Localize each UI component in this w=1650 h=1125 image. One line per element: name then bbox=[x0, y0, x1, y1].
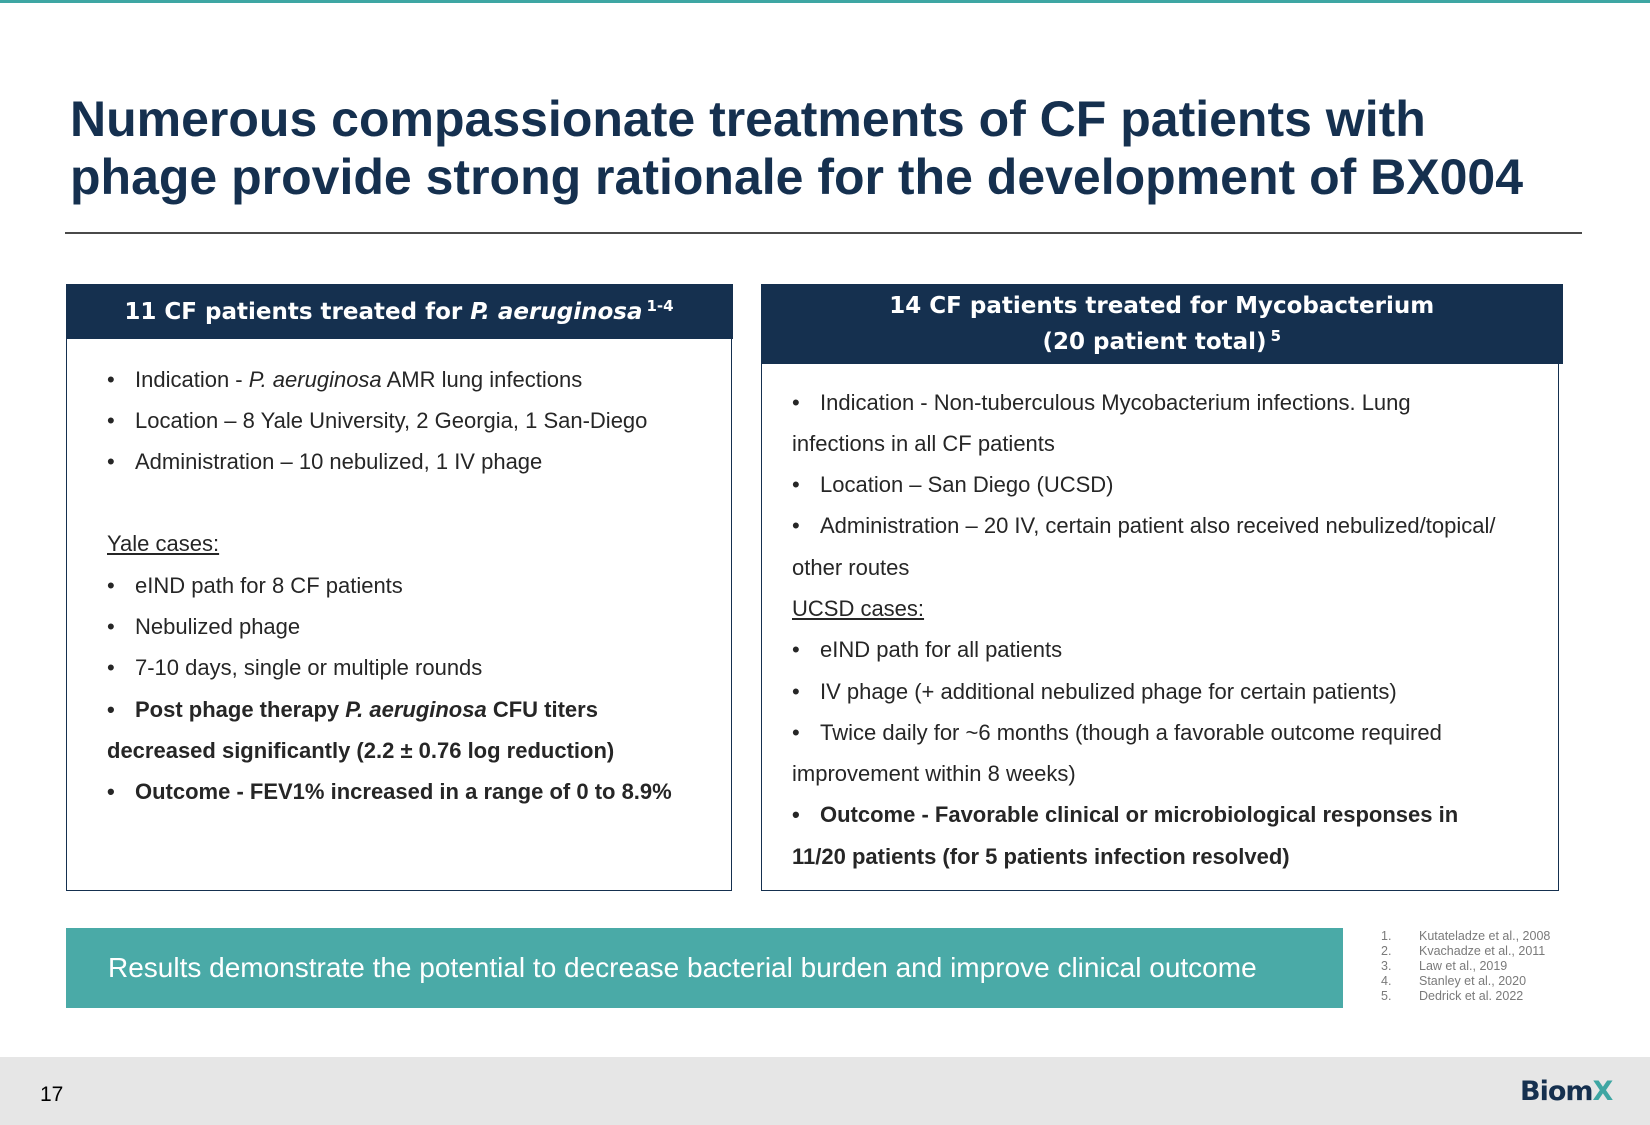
bullet-dot: • bbox=[107, 449, 115, 475]
mycobacterium-panel: 14 CF patients treated for Mycobacterium… bbox=[760, 283, 1563, 891]
results-banner-text: Results demonstrate the potential to dec… bbox=[108, 952, 1257, 983]
bullet-dot: • bbox=[107, 655, 115, 681]
bullet-dot: • bbox=[792, 637, 800, 663]
pseudomonas-panel-body: • Indication - P. aeruginosa AMR lung inf… bbox=[67, 339, 731, 813]
biomx-logo: BiomX bbox=[1520, 1076, 1614, 1107]
bullet-iv: • IV phage (+ additional nebulized phage … bbox=[792, 671, 1538, 712]
slide-title: Numerous compassionate treatments of CF … bbox=[70, 90, 1570, 206]
bullet-outcome: • Outcome - Favorable clinical or microbi… bbox=[792, 794, 1538, 835]
reference-item: 2. Kvachadze et al., 2011 bbox=[1381, 944, 1550, 959]
outcome-continued: 11/20 patients (for 5 patients infection… bbox=[792, 843, 1290, 869]
mycobacterium-panel-body: • Indication - Non-tuberculous Mycobacter… bbox=[762, 364, 1558, 878]
indication-species: P. aeruginosa bbox=[248, 366, 382, 392]
reference-text: Stanley et al., 2020 bbox=[1419, 974, 1527, 988]
indication-continued: infections in all CF patients bbox=[792, 430, 1055, 456]
pseudomonas-panel: 11 CF patients treated for P. aeruginosa… bbox=[65, 283, 733, 891]
bullet-twice-daily: • Twice daily for ~6 months (though a fav… bbox=[792, 712, 1538, 753]
logo-main: Biom bbox=[1520, 1076, 1594, 1107]
bullet-dot: • bbox=[792, 678, 800, 704]
post-therapy-c: CFU titers bbox=[486, 696, 598, 722]
bullet-administration: • Administration – 10 nebulized, 1 IV pha… bbox=[107, 441, 711, 482]
administration-text: Administration – 10 nebulized, 1 IV phag… bbox=[135, 449, 543, 475]
bullet-administration: • Administration – 20 IV, certain patient… bbox=[792, 505, 1538, 546]
administration-continued: other routes bbox=[792, 554, 910, 580]
mycobacterium-panel-header: 14 CF patients treated for Mycobacterium… bbox=[760, 283, 1563, 364]
reference-number: 1. bbox=[1381, 929, 1392, 943]
bullet-eind: • eIND path for all patients bbox=[792, 629, 1538, 670]
header-species: P. aeruginosa bbox=[470, 299, 643, 325]
spacer bbox=[107, 482, 711, 523]
bullet-location: • Location – 8 Yale University, 2 Georgia… bbox=[107, 400, 711, 441]
days-text: 7-10 days, single or multiple rounds bbox=[135, 655, 483, 681]
bullet-outcome: • Outcome - FEV1% increased in a range of… bbox=[107, 771, 711, 812]
page-number: 17 bbox=[40, 1083, 64, 1106]
results-banner: Results demonstrate the potential to dec… bbox=[66, 928, 1343, 1008]
iv-text: IV phage (+ additional nebulized phage f… bbox=[820, 678, 1397, 704]
reference-number: 5. bbox=[1381, 989, 1392, 1003]
nebulized-text: Nebulized phage bbox=[135, 613, 301, 639]
indication-label: Indication - bbox=[135, 366, 249, 392]
outcome-text: Outcome - FEV1% increased in a range of … bbox=[135, 779, 672, 805]
bullet-dot: • bbox=[107, 366, 115, 392]
location-text: Location – San Diego (UCSD) bbox=[820, 472, 1114, 498]
bullet-dot: • bbox=[107, 407, 115, 433]
header-citation: 1-4 bbox=[646, 297, 674, 315]
outcome-text: Outcome - Favorable clinical or microbio… bbox=[820, 802, 1459, 828]
bullet-dot: • bbox=[107, 779, 115, 805]
bullet-post-therapy: • Post phage therapy P. aeruginosa CFU ti… bbox=[107, 689, 711, 730]
reference-item: 4. Stanley et al., 2020 bbox=[1381, 974, 1550, 989]
footer-bar bbox=[0, 1057, 1650, 1125]
mycobacterium-header-line-1: 14 CF patients treated for Mycobacterium bbox=[889, 292, 1435, 319]
reference-text: Dedrick et al. 2022 bbox=[1419, 989, 1524, 1003]
post-therapy-a: Post phage therapy bbox=[135, 696, 346, 722]
bullet-eind: • eIND path for 8 CF patients bbox=[107, 565, 711, 606]
reference-text: Kutateladze et al., 2008 bbox=[1419, 929, 1551, 943]
bullet-location: • Location – San Diego (UCSD) bbox=[792, 464, 1538, 505]
bullet-indication: • Indication - P. aeruginosa AMR lung inf… bbox=[107, 359, 711, 400]
mycobacterium-header-line-2-wrap: (20 patient total) 5 bbox=[1042, 321, 1281, 357]
post-therapy-species: P. aeruginosa bbox=[345, 696, 487, 722]
bullet-dot: • bbox=[792, 389, 800, 415]
twice-daily-continued: improvement within 8 weeks) bbox=[792, 761, 1076, 787]
bullet-dot: • bbox=[107, 696, 115, 722]
reference-number: 2. bbox=[1381, 944, 1392, 958]
pseudomonas-header-text: 11 CF patients treated for P. aeruginosa… bbox=[124, 297, 673, 325]
slide-title-line-1: Numerous compassionate treatments of CF … bbox=[70, 91, 1426, 147]
bullet-dot: • bbox=[107, 572, 115, 598]
bullet-dot: • bbox=[792, 802, 800, 828]
slide-title-line-2: phage provide strong rationale for the d… bbox=[70, 149, 1524, 205]
top-accent-rule bbox=[0, 0, 1650, 3]
bullet-dot: • bbox=[107, 613, 115, 639]
header-citation: 5 bbox=[1270, 326, 1281, 345]
bullet-days: • 7-10 days, single or multiple rounds bbox=[107, 647, 711, 688]
bullet-dot: • bbox=[792, 719, 800, 745]
references-list: 1. Kutateladze et al., 2008 2. Kvachadze e… bbox=[1381, 929, 1550, 1004]
eind-text: eIND path for all patients bbox=[820, 637, 1063, 663]
indication-rest: AMR lung infections bbox=[381, 366, 583, 392]
pseudomonas-panel-header: 11 CF patients treated for P. aeruginosa… bbox=[65, 283, 733, 339]
reference-number: 3. bbox=[1381, 959, 1392, 973]
location-text: Location – 8 Yale University, 2 Georgia,… bbox=[135, 407, 648, 433]
bullet-dot: • bbox=[792, 513, 800, 539]
yale-cases-heading: Yale cases: bbox=[107, 531, 220, 557]
title-divider bbox=[65, 232, 1582, 234]
bullet-indication: • Indication - Non-tuberculous Mycobacter… bbox=[792, 382, 1538, 423]
reference-item: 5. Dedrick et al. 2022 bbox=[1381, 989, 1550, 1004]
reference-item: 3. Law et al., 2019 bbox=[1381, 959, 1550, 974]
indication-text: Indication - Non-tuberculous Mycobacteri… bbox=[820, 389, 1411, 415]
mycobacterium-header-line-2: (20 patient total) bbox=[1042, 328, 1267, 355]
header-prefix: 11 CF patients treated for bbox=[124, 299, 471, 325]
reference-text: Law et al., 2019 bbox=[1419, 959, 1508, 973]
administration-text: Administration – 20 IV, certain patient … bbox=[820, 513, 1496, 539]
eind-text: eIND path for 8 CF patients bbox=[135, 572, 403, 598]
reference-number: 4. bbox=[1381, 974, 1392, 988]
reference-item: 1. Kutateladze et al., 2008 bbox=[1381, 929, 1550, 944]
bullet-nebulized: • Nebulized phage bbox=[107, 606, 711, 647]
logo-accent: X bbox=[1592, 1076, 1614, 1107]
bullet-dot: • bbox=[792, 472, 800, 498]
post-therapy-continued: decreased significantly (2.2 ± 0.76 log … bbox=[107, 737, 615, 763]
reference-text: Kvachadze et al., 2011 bbox=[1419, 944, 1546, 958]
twice-daily-text: Twice daily for ~6 months (though a favo… bbox=[820, 719, 1442, 745]
ucsd-cases-heading: UCSD cases: bbox=[792, 595, 925, 621]
